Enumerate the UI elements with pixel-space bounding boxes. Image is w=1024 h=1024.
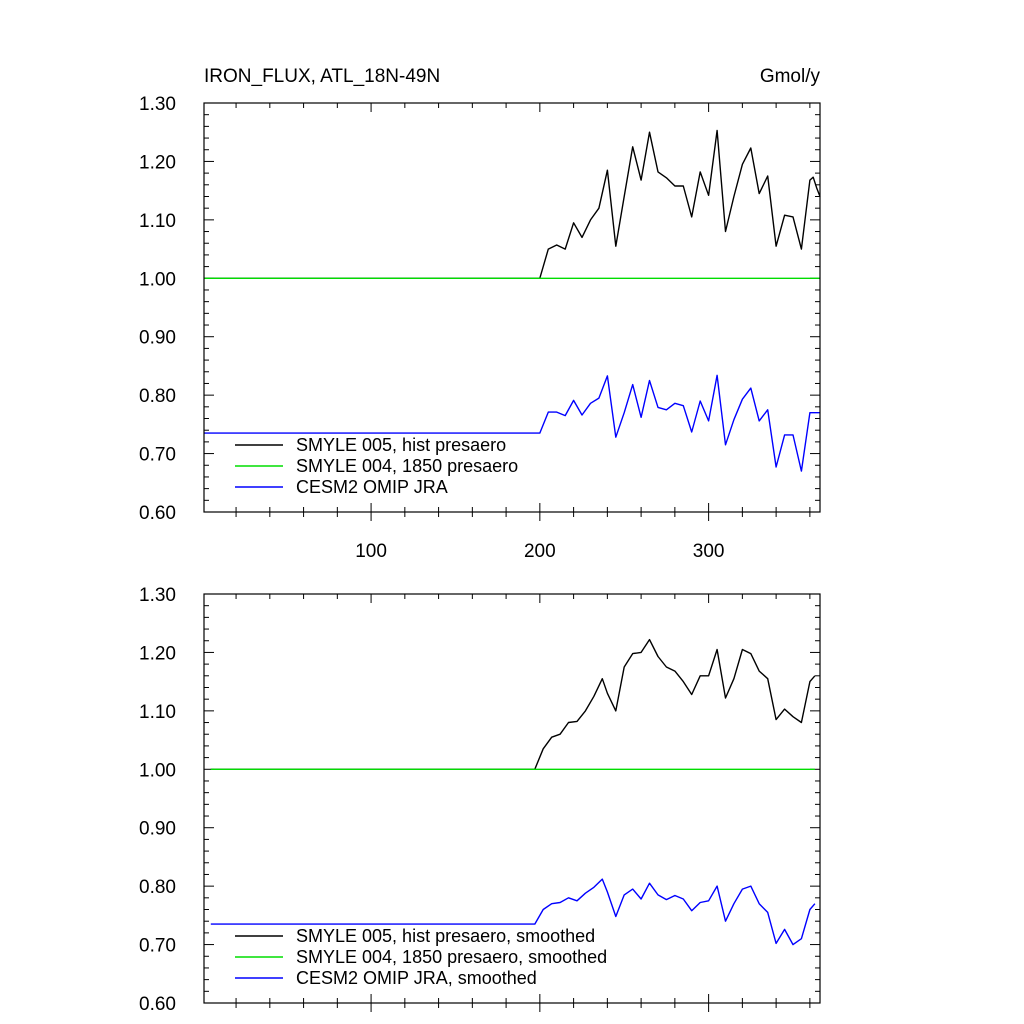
series-line bbox=[210, 638, 816, 770]
legend-label: SMYLE 005, hist presaero bbox=[296, 435, 506, 455]
y-tick-label: 0.70 bbox=[139, 936, 176, 957]
y-tick-label: 1.10 bbox=[139, 702, 176, 723]
x-tick-label: 200 bbox=[524, 541, 556, 562]
legend-label: CESM2 OMIP JRA bbox=[296, 477, 448, 497]
x-tick-label: 300 bbox=[693, 541, 725, 562]
bottom-panel: 0.60 0.70 0.80 0.90 1.00 1.10 1.20 1.30 SMYLE 0… bbox=[139, 585, 821, 1015]
plot-area bbox=[210, 638, 816, 946]
legend-label: SMYLE 004, 1850 presaero, smoothed bbox=[296, 947, 607, 967]
plot-area bbox=[204, 129, 821, 472]
y-tick-label: 0.60 bbox=[139, 503, 176, 524]
series-line bbox=[204, 129, 821, 279]
y-tick-label: 1.10 bbox=[139, 211, 176, 232]
units-label: Gmol/y bbox=[760, 66, 821, 87]
y-tick-label: 1.00 bbox=[139, 269, 176, 290]
y-tick-labels: 0.60 0.70 0.80 0.90 1.00 1.10 1.20 1.30 bbox=[139, 94, 176, 524]
y-tick-label: 0.80 bbox=[139, 877, 176, 898]
y-tick-label: 1.20 bbox=[139, 152, 176, 173]
legend: SMYLE 005, hist presaero, smoothedSMYLE … bbox=[235, 926, 607, 988]
plot-frame bbox=[203, 593, 821, 1004]
y-tick-label: 1.30 bbox=[139, 585, 176, 606]
x-tick-labels: 100 200 300 bbox=[355, 541, 724, 562]
y-tick-label: 0.60 bbox=[139, 994, 176, 1015]
y-tick-label: 0.90 bbox=[139, 819, 176, 840]
legend-label: CESM2 OMIP JRA, smoothed bbox=[296, 968, 537, 988]
y-tick-label: 1.00 bbox=[139, 760, 176, 781]
legend-label: SMYLE 005, hist presaero, smoothed bbox=[296, 926, 595, 946]
chart-title: IRON_FLUX, ATL_18N-49N bbox=[204, 66, 440, 87]
y-tick-label: 0.90 bbox=[139, 328, 176, 349]
y-tick-labels: 0.60 0.70 0.80 0.90 1.00 1.10 1.20 1.30 bbox=[139, 585, 176, 1015]
plot-frame bbox=[203, 102, 821, 513]
x-tick-label: 100 bbox=[355, 541, 387, 562]
y-tick-label: 1.30 bbox=[139, 94, 176, 115]
y-tick-label: 0.80 bbox=[139, 386, 176, 407]
series-line bbox=[204, 374, 820, 472]
y-tick-label: 1.20 bbox=[139, 643, 176, 664]
legend-label: SMYLE 004, 1850 presaero bbox=[296, 456, 518, 476]
series-line bbox=[210, 878, 816, 946]
top-panel: IRON_FLUX, ATL_18N-49N Gmol/y 0.600.700.… bbox=[139, 66, 821, 562]
y-tick-label: 0.70 bbox=[139, 445, 176, 466]
